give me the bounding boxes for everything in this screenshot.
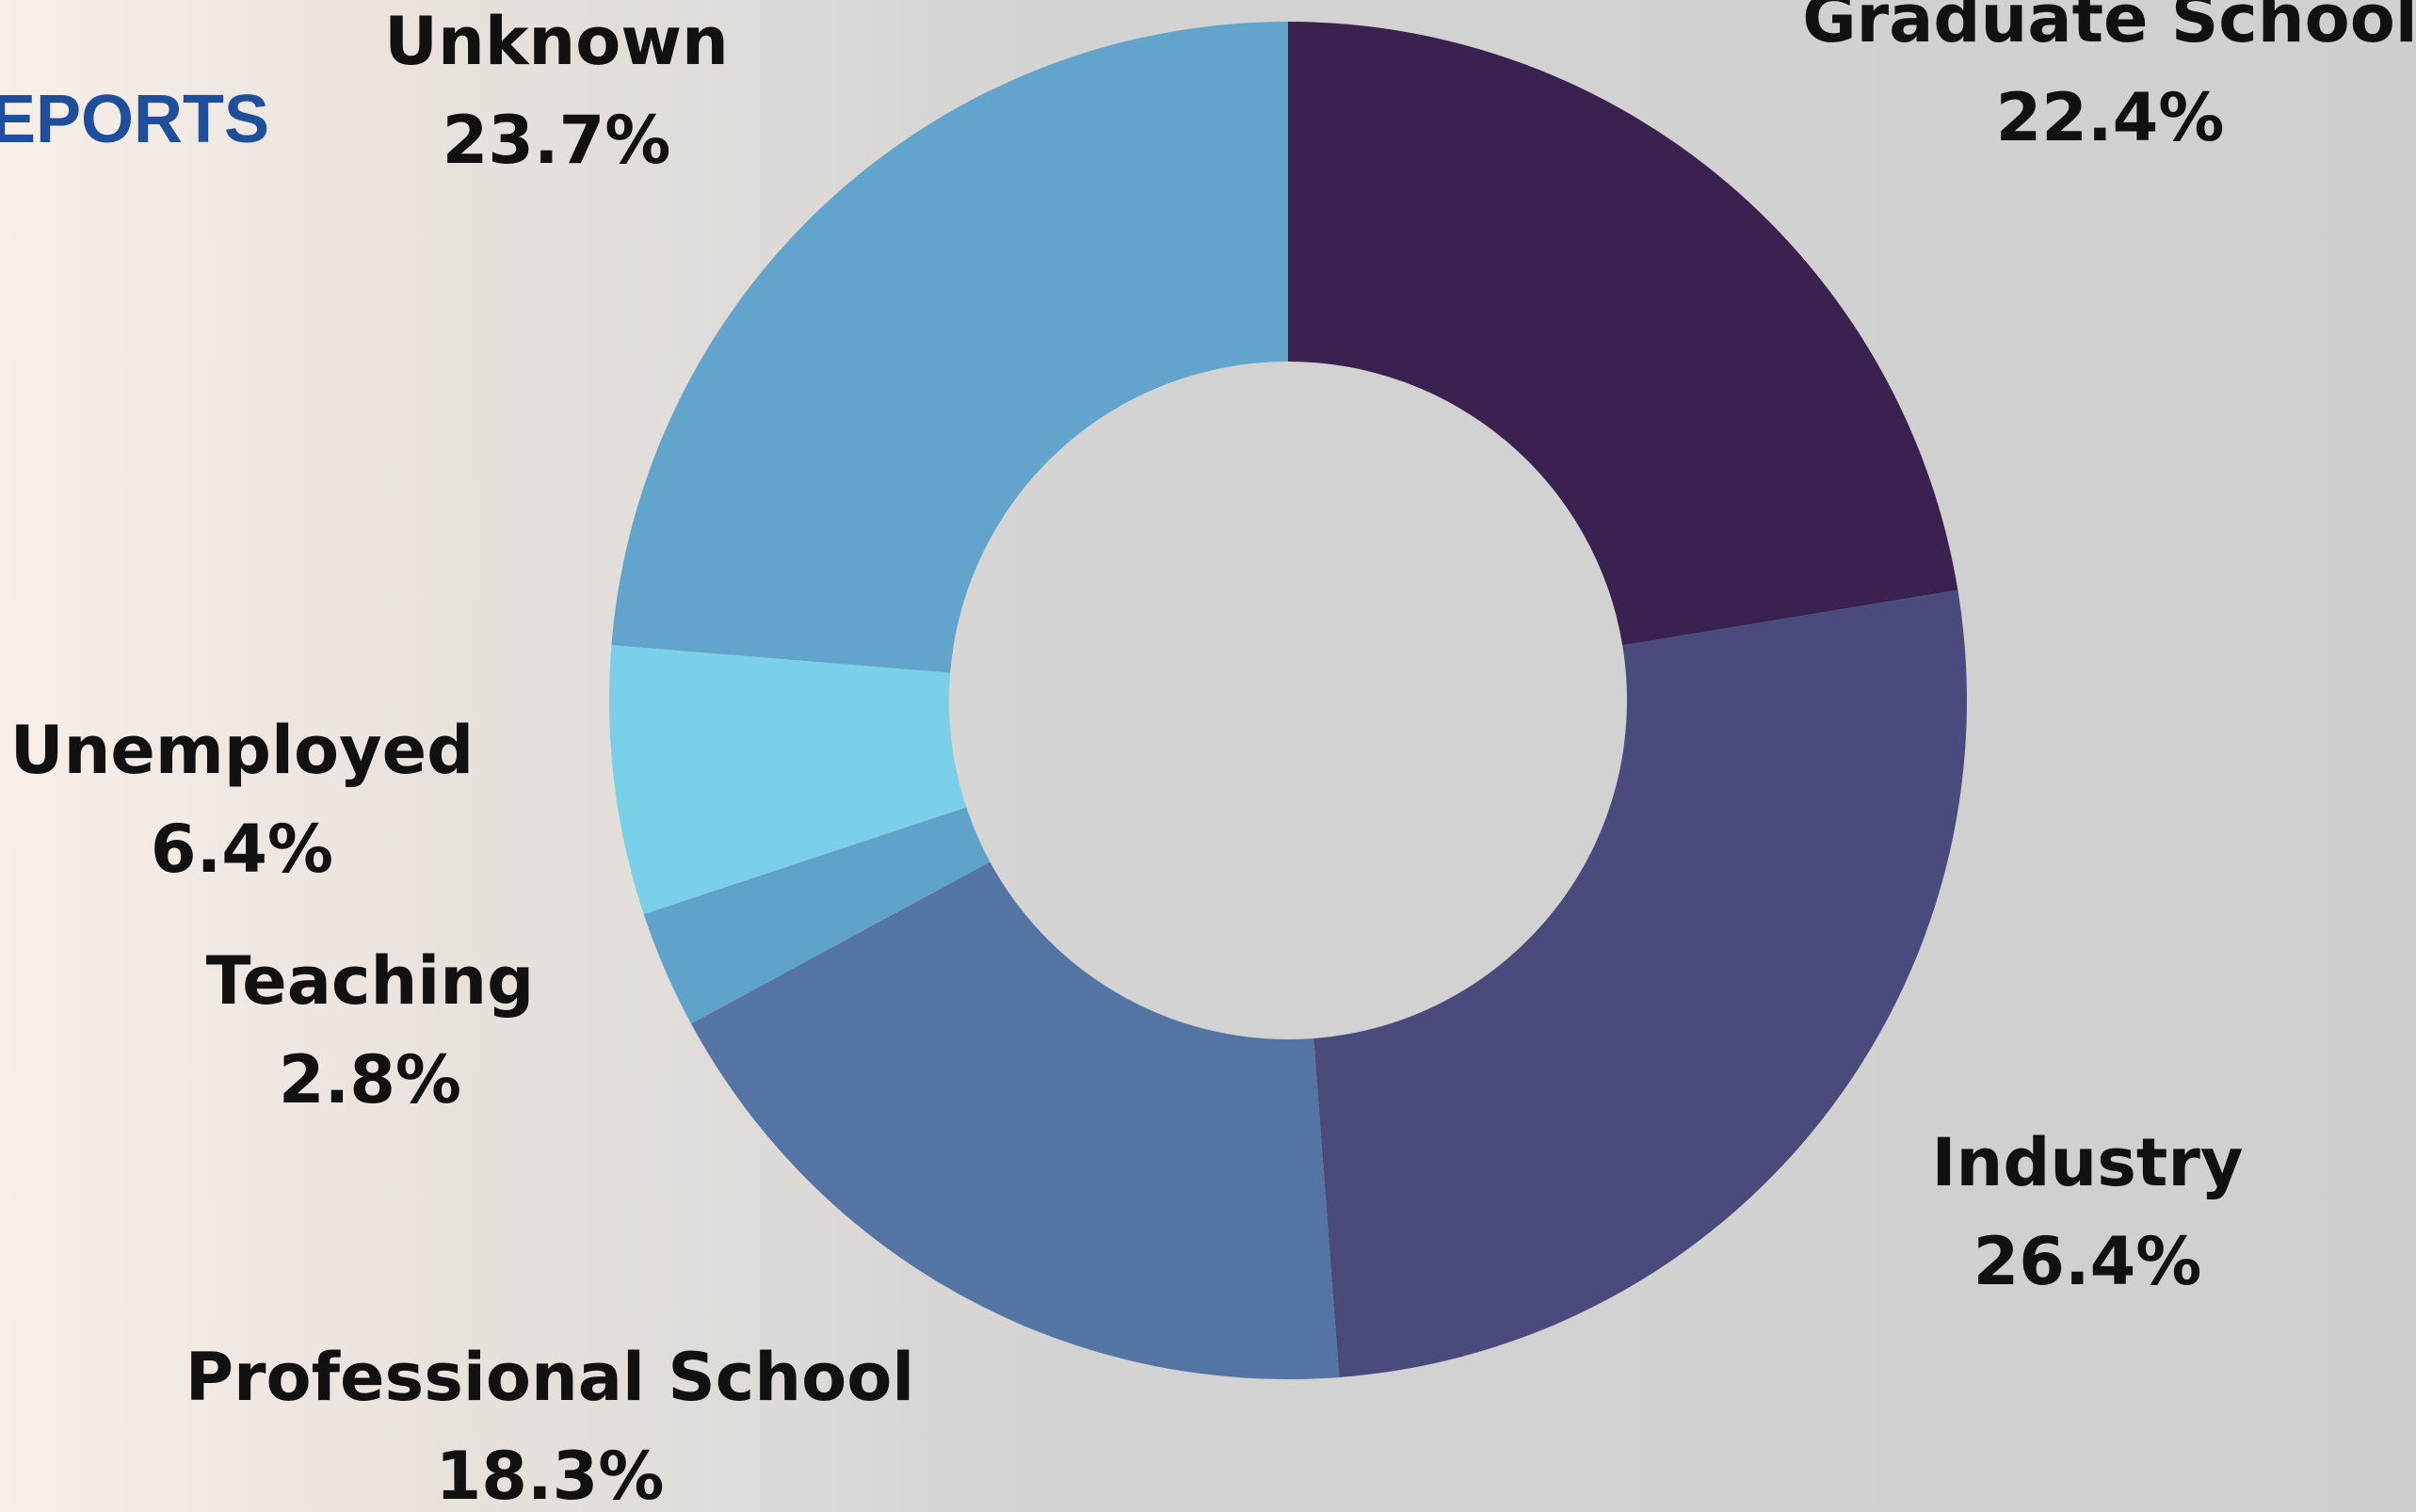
chart: EPORTS Graduate School 22.4% Industry 26.4%… [0, 0, 2416, 1512]
slice-label: Teaching [206, 942, 534, 1020]
slice-value-label: 26.4% [1973, 1223, 2202, 1300]
slice-value-label: 2.8% [279, 1041, 461, 1118]
slice-label: Unknown [384, 3, 729, 80]
slice-value-label: 23.7% [443, 102, 671, 179]
slice-value-label: 6.4% [151, 811, 333, 888]
slice-value-label: 22.4% [1996, 79, 2225, 156]
slice-label: Professional School [185, 1339, 915, 1416]
slice-label: Unemployed [10, 712, 475, 789]
slice-value-label: 18.3% [436, 1438, 665, 1512]
slice-label: Graduate School [1802, 0, 2416, 57]
brand: EPORTS [0, 82, 269, 157]
slice-label: Industry [1931, 1124, 2243, 1201]
page: EPORTS Graduate School 22.4% Industry 26.4%… [0, 0, 2416, 1512]
